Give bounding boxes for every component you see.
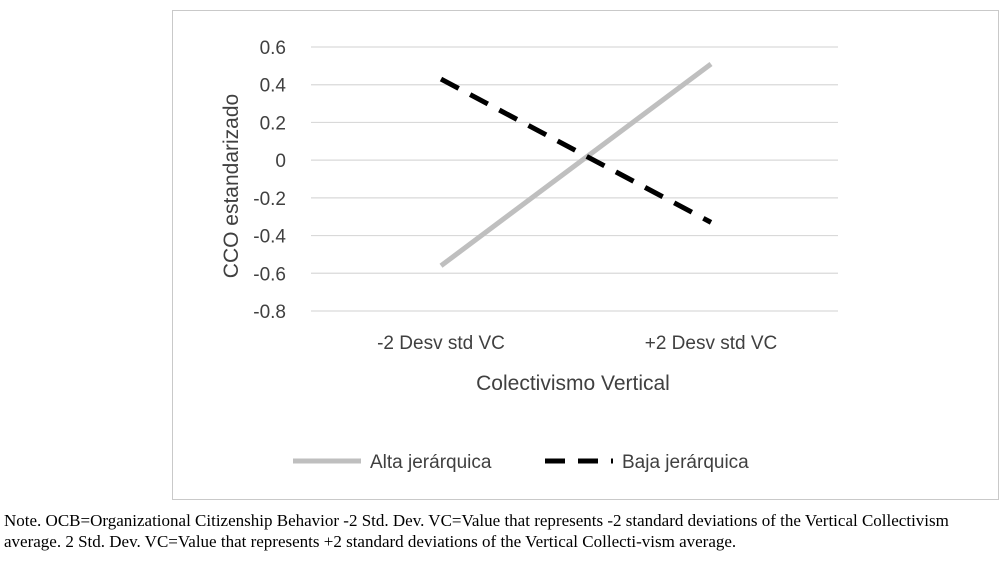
y-tick-label: 0.4 bbox=[260, 76, 287, 97]
series-line-0 bbox=[439, 61, 713, 268]
y-tick-label: -0.2 bbox=[253, 189, 286, 210]
chart-frame: 0.6 0.4 0.2 0 -0.2 -0.4 -0.6 -0.8 -2 Desv std V… bbox=[172, 10, 999, 500]
legend-label-0: Alta jerárquica bbox=[370, 452, 492, 473]
y-tick-label: -0.4 bbox=[253, 227, 286, 248]
y-tick-label: -0.8 bbox=[253, 302, 286, 323]
legend-label-1: Baja jerárquica bbox=[622, 452, 749, 473]
series-line-1 bbox=[439, 76, 713, 225]
line-chart: 0.6 0.4 0.2 0 -0.2 -0.4 -0.6 -0.8 -2 Desv std V… bbox=[220, 38, 838, 473]
y-tick-label: 0.2 bbox=[260, 113, 286, 134]
x-axis-title: Colectivismo Vertical bbox=[476, 372, 670, 395]
figure-note: Note. OCB=Organizational Citizenship Beh… bbox=[4, 511, 949, 551]
y-tick-label: 0.6 bbox=[260, 38, 286, 59]
legend: Alta jerárquica Baja jerárquica bbox=[293, 452, 749, 473]
y-tick-label: -0.6 bbox=[253, 264, 286, 285]
x-tick-label: +2 Desv std VC bbox=[645, 333, 778, 354]
y-axis-title: CCO estandarizado bbox=[220, 94, 243, 278]
y-tick-label: 0 bbox=[275, 151, 286, 172]
x-tick-label: -2 Desv std VC bbox=[377, 333, 505, 354]
